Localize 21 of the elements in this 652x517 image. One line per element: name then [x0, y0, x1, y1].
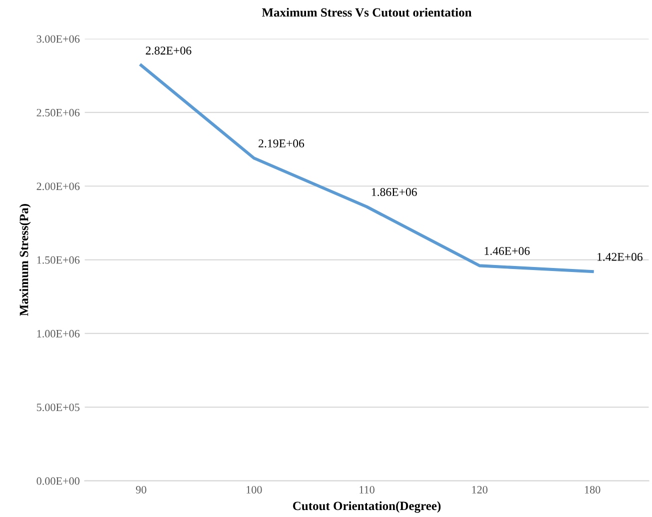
data-label: 1.42E+06	[598, 252, 642, 261]
y-axis-title: Maximum Stress(Pa)	[19, 204, 31, 316]
y-tick-label: 1.00E+06	[37, 330, 80, 338]
x-tick-label: 100	[246, 486, 262, 494]
data-label: 2.82E+06	[146, 46, 192, 55]
y-tick-label: 2.50E+06	[36, 108, 80, 116]
y-tick-label: 1.50E+06	[37, 256, 80, 264]
x-axis-title: Cutout Orientation(Degree)	[293, 501, 441, 513]
y-tick-label: 5.00E+05	[36, 404, 80, 412]
chart-title: Maximum Stress Vs Cutout orientation	[262, 8, 472, 17]
line-series	[140, 64, 594, 274]
x-tick-label: 120	[472, 486, 488, 494]
y-tick-label: 0.00E+00	[36, 477, 80, 485]
data-label: 2.19E+06	[258, 139, 304, 148]
y-tick-label: 3.00E+06	[36, 35, 80, 43]
x-tick-label: 110	[360, 486, 374, 494]
x-tick-label: 180	[584, 486, 600, 494]
data-label: 1.86E+06	[372, 188, 417, 196]
y-tick-label: 2.00E+06	[36, 182, 80, 190]
data-label: 1.46E+06	[484, 246, 530, 256]
x-tick-label: 90	[136, 486, 146, 494]
